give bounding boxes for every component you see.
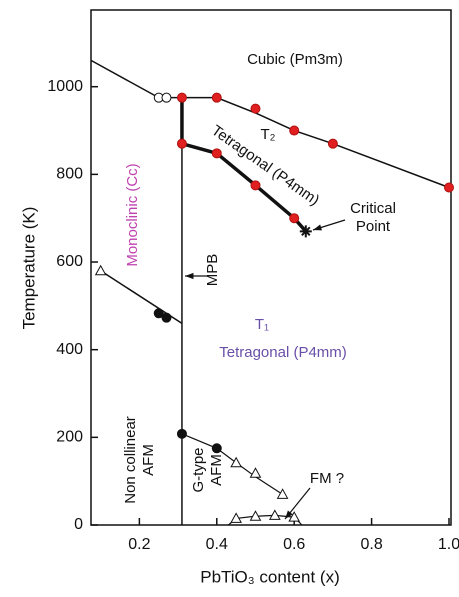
annotation: AFM — [140, 444, 157, 476]
triangle-marker — [249, 467, 262, 478]
annotation: Critical — [350, 200, 396, 217]
x-tick-label: 0.6 — [283, 536, 305, 553]
filled-circle-marker — [211, 443, 222, 454]
red-circle-marker — [250, 103, 261, 114]
triangle-marker — [276, 488, 289, 499]
phase-boundary — [180, 97, 308, 233]
triangle-marker — [94, 264, 107, 276]
y-tick-label: 400 — [56, 341, 83, 358]
annotation: Monoclinic (Cc) — [124, 163, 141, 266]
open-circle-marker — [161, 92, 172, 103]
plot-frame — [90, 9, 452, 526]
annotation: MPB — [204, 254, 221, 287]
annotation: AFM — [208, 454, 225, 486]
red-circle-marker — [250, 180, 261, 191]
y-tick-label: 600 — [56, 253, 83, 270]
red-circle-marker — [211, 92, 222, 103]
x-tick-label: 1.0 — [438, 536, 459, 553]
annotation: T₁ — [255, 316, 269, 333]
y-tick-label: 1000 — [47, 78, 83, 95]
filled-circle-marker — [153, 308, 164, 319]
y-tick-label: 0 — [74, 516, 83, 533]
arrow-head — [285, 510, 293, 519]
x-tick-label: 0.8 — [360, 536, 382, 553]
triangle-marker — [288, 511, 301, 522]
y-axis-label: Temperature (K) — [19, 207, 38, 330]
triangle-marker — [249, 510, 262, 521]
filled-circle-marker — [161, 312, 172, 323]
triangle-marker — [230, 512, 242, 523]
filled-circle-marker — [176, 428, 187, 439]
annotation: G-type — [190, 447, 207, 492]
red-circle-marker — [176, 92, 187, 103]
arrow-head — [185, 272, 194, 280]
annotation: Cubic (Pm3m) — [247, 51, 343, 68]
x-axis-label: PbTiO₃ content (x) — [200, 567, 340, 586]
annotation: Point — [356, 218, 391, 235]
y-tick-label: 200 — [56, 429, 83, 446]
x-tick-label: 0.2 — [128, 536, 150, 553]
red-circle-marker — [289, 125, 300, 136]
arrow-head — [313, 224, 322, 231]
red-circle-marker — [444, 182, 454, 193]
red-circle-marker — [176, 138, 187, 149]
x-tick-label: 0.4 — [206, 536, 228, 553]
triangle-marker — [230, 456, 242, 468]
annotation: Tetragonal (P4mm) — [219, 344, 347, 361]
red-circle-marker — [211, 148, 222, 159]
y-tick-label: 800 — [56, 166, 83, 183]
annotation: Non collinear — [122, 416, 139, 504]
red-circle-marker — [289, 213, 300, 224]
annotation: T₂ — [261, 126, 276, 143]
annotation: FM ? — [310, 470, 344, 487]
triangle-marker — [268, 509, 281, 520]
red-circle-marker — [327, 138, 338, 149]
star-marker — [299, 225, 312, 238]
